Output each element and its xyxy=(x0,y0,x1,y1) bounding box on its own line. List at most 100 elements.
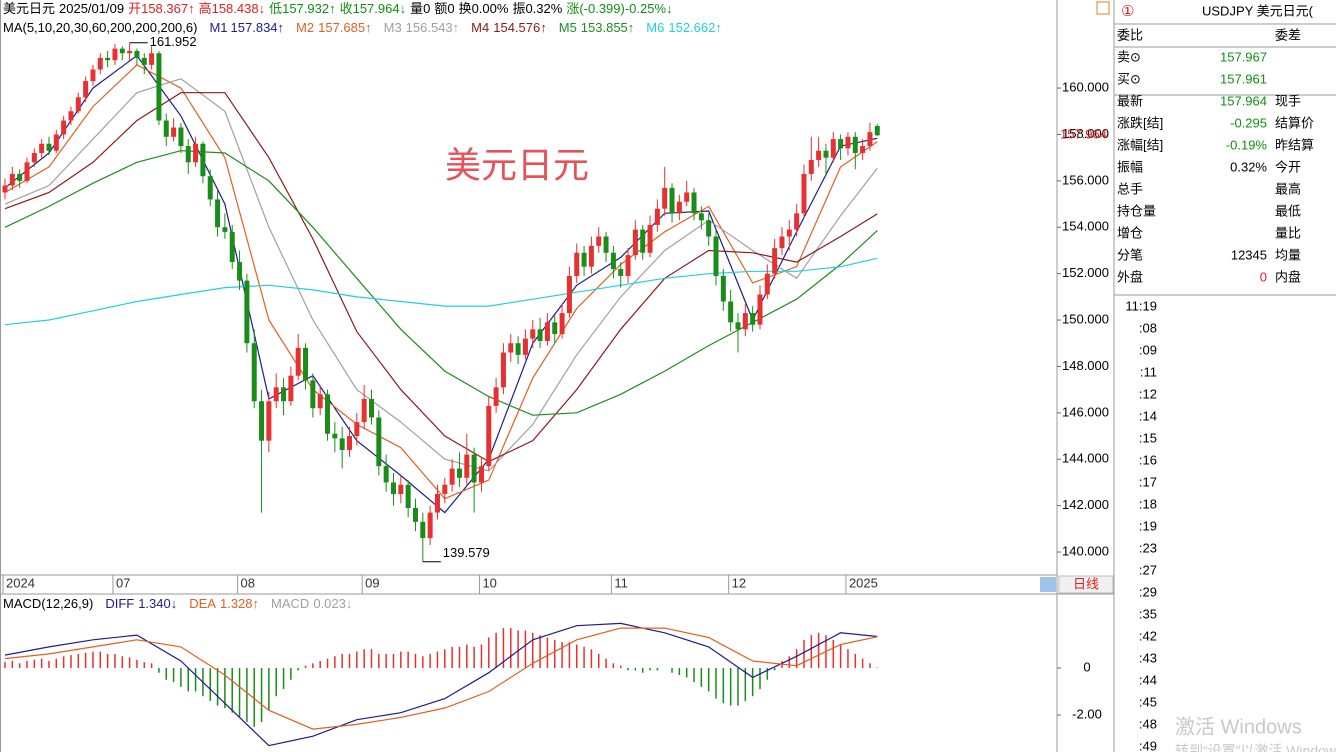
candle-body xyxy=(68,111,74,121)
candle-body xyxy=(295,347,301,376)
x-tick-label: 09 xyxy=(365,575,379,590)
header-segment: 额0 xyxy=(434,1,454,16)
tick-time: :11 xyxy=(1140,364,1157,379)
candle-body xyxy=(61,120,67,135)
candle-body xyxy=(259,401,265,441)
candle-body xyxy=(478,466,484,483)
x-tick-label: 07 xyxy=(116,575,130,590)
candle-body xyxy=(515,343,521,355)
row-value: 157.964 xyxy=(1220,93,1267,108)
candle-body xyxy=(317,394,323,409)
ma-legend: MA(5,10,20,30,60,200,200,200,6) M1 157.834… xyxy=(3,20,722,35)
candle-body xyxy=(251,343,257,402)
window-icon[interactable] xyxy=(1096,1,1110,15)
macd-legend: MACD(12,26,9) DIFF 1.340↓ DEA 1.328↑ MACD 0.02… xyxy=(3,596,352,611)
header-segment: 量0 xyxy=(410,1,430,16)
header-segment: 美元日元 xyxy=(3,1,55,16)
candle-body xyxy=(698,213,704,221)
row-label: 增仓 xyxy=(1117,225,1143,240)
symbol-icon: ① xyxy=(1121,3,1134,20)
header-segment: 低157.932↑ xyxy=(269,1,336,16)
header-segment: 2025/01/09 xyxy=(59,1,124,16)
candle-body xyxy=(325,394,331,434)
row-label: 卖⊙ xyxy=(1117,49,1141,64)
x-tick-label: 08 xyxy=(241,575,255,590)
candle-body xyxy=(764,273,770,295)
candle-body xyxy=(171,127,177,137)
row-right-label: 量比 xyxy=(1275,225,1301,240)
y-tick-label: 140.000 xyxy=(1062,543,1109,558)
period-button-box[interactable] xyxy=(1058,575,1114,594)
candle-body xyxy=(669,187,675,214)
macd-name: MACD xyxy=(271,596,309,611)
candle-body xyxy=(17,173,23,181)
ma-line xyxy=(4,78,878,472)
tick-time: :42 xyxy=(1139,628,1157,643)
header-segment: 换0.00% xyxy=(459,1,509,16)
row-label: 买⊙ xyxy=(1117,71,1141,86)
candle-body xyxy=(838,139,844,149)
tick-time: :43 xyxy=(1139,650,1157,665)
candle-body xyxy=(442,484,448,495)
y-tick-label: 144.000 xyxy=(1062,451,1109,466)
ma-name: M1 xyxy=(209,20,227,35)
macd-name: DIFF xyxy=(105,596,134,611)
candle-body xyxy=(97,57,103,70)
ma-value: 154.576↑ xyxy=(493,20,547,35)
row-right-label: 昨结算 xyxy=(1275,137,1314,152)
low-label: 139.579 xyxy=(443,545,490,560)
candle-body xyxy=(90,69,96,82)
tick-time: :17 xyxy=(1139,474,1157,489)
ma-line xyxy=(4,92,878,463)
high-label: 161.952 xyxy=(150,34,197,49)
candle-body xyxy=(530,329,536,339)
macd-line xyxy=(4,622,878,747)
candle-body xyxy=(398,484,404,495)
candle-body xyxy=(83,81,89,98)
tick-time: :16 xyxy=(1139,452,1157,467)
x-tick-label: 2024 xyxy=(6,575,35,590)
row-right-label: 内盘 xyxy=(1275,269,1301,284)
candle-body xyxy=(486,405,492,467)
tick-time: :49 xyxy=(1139,738,1157,752)
row-value: 157.961 xyxy=(1220,71,1267,86)
candle-body xyxy=(339,438,345,450)
ma-value: 152.662↑ xyxy=(668,20,722,35)
candle-body xyxy=(720,275,726,302)
candle-body xyxy=(654,208,660,225)
row-right-label: 最高 xyxy=(1275,181,1301,196)
candle-body xyxy=(427,512,433,539)
candle-body xyxy=(207,176,213,200)
macd-value: 0.023↓ xyxy=(313,596,352,611)
row-value: -0.19% xyxy=(1226,137,1268,152)
candle-body xyxy=(632,229,638,256)
ma-name: M2 xyxy=(296,20,314,35)
candle-body xyxy=(244,280,250,344)
candle-body xyxy=(24,162,30,181)
tick-time: :45 xyxy=(1139,694,1157,709)
candle-body xyxy=(266,401,272,441)
candle-body xyxy=(237,262,243,281)
candle-body xyxy=(581,252,587,267)
x-tick-label: 10 xyxy=(482,575,496,590)
period-button[interactable]: 日线 xyxy=(1073,576,1099,591)
candle-body xyxy=(288,375,294,402)
candle-body xyxy=(347,436,353,450)
candle-body xyxy=(163,120,169,137)
candle-body xyxy=(185,146,191,163)
candle-body xyxy=(2,185,8,193)
candle-body xyxy=(332,433,338,439)
candle-body xyxy=(105,57,111,61)
tick-time: :09 xyxy=(1139,342,1157,357)
candle-body xyxy=(383,466,389,483)
header-segment: 涨(-0.399)-0.25%↓ xyxy=(566,1,672,16)
candle-body xyxy=(552,322,558,334)
row-value: 0.32% xyxy=(1230,159,1267,174)
scrollbar[interactable] xyxy=(1040,577,1056,592)
x-tick-label: 12 xyxy=(732,575,746,590)
tick-time: :48 xyxy=(1139,716,1157,731)
last-price: 157.964 xyxy=(1060,127,1107,142)
tick-time: 11:19 xyxy=(1125,298,1157,313)
candle-body xyxy=(273,387,279,402)
